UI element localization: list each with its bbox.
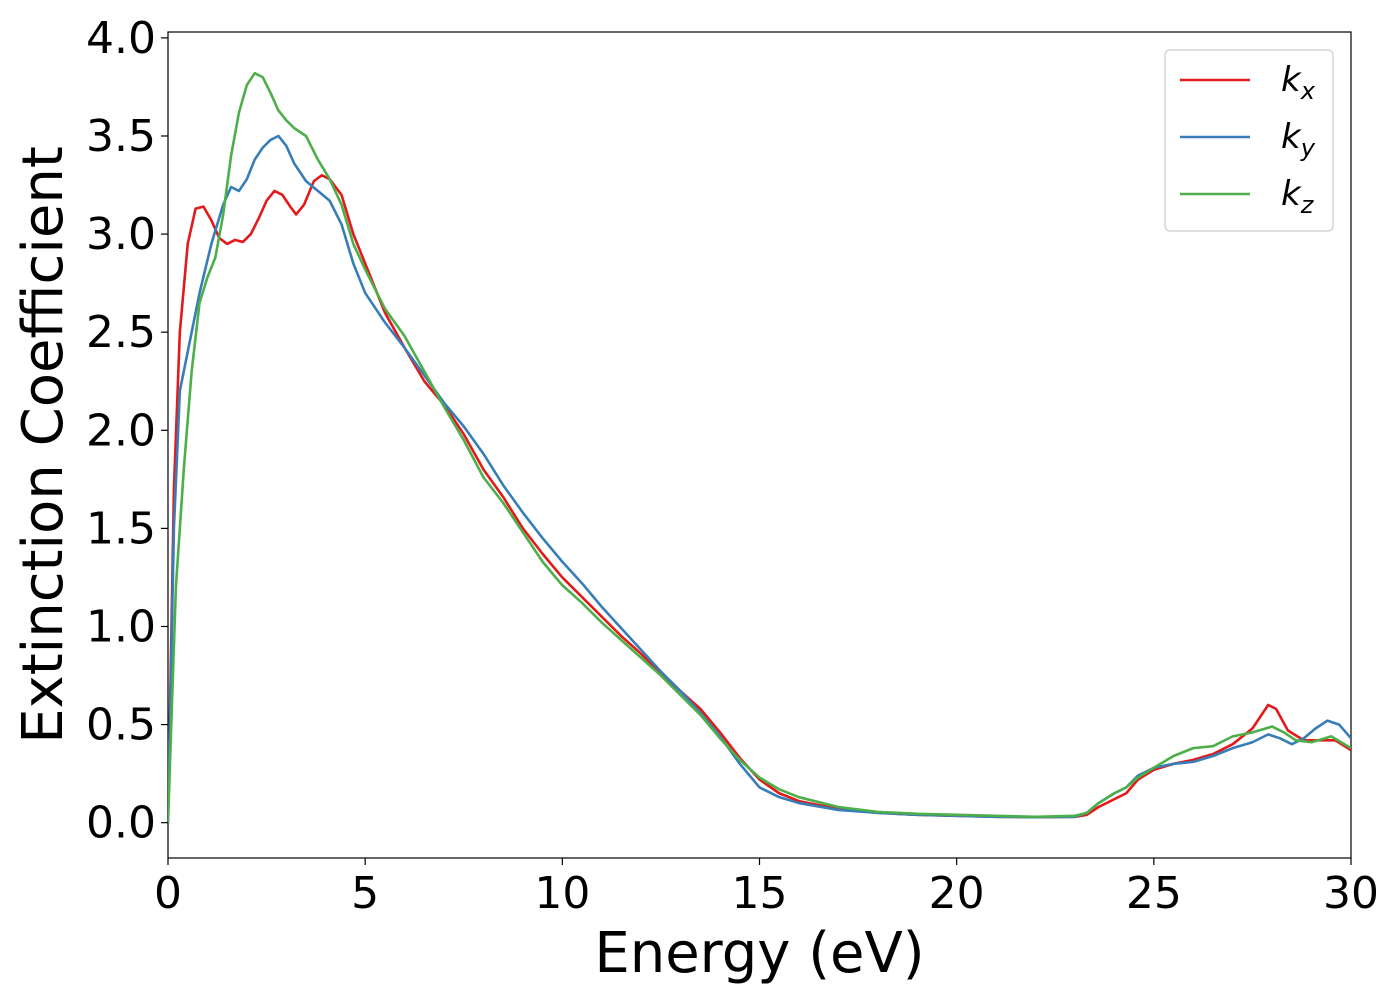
y-axis-label: Extinction Coefficient (11, 146, 76, 744)
x-tick-label: 30 (1323, 868, 1379, 919)
x-tick-label: 10 (534, 868, 590, 919)
y-tick-label: 1.0 (86, 601, 156, 652)
y-tick-label: 0.5 (86, 700, 156, 751)
series-line-kz (168, 71, 1351, 823)
y-tick-label: 1.5 (86, 503, 156, 554)
legend-label-kx: kx (1281, 60, 1316, 105)
series-group (168, 71, 1351, 823)
y-tick-label: 4.0 (86, 13, 156, 64)
x-tick-label: 0 (154, 868, 182, 919)
y-tick-label: 3.5 (86, 111, 156, 162)
legend-label-ky: ky (1281, 117, 1316, 162)
legend-label-kz: kz (1281, 174, 1315, 219)
y-tick-label: 3.0 (86, 209, 156, 260)
legend: kx ky kz (1164, 49, 1334, 232)
x-tick-label: 25 (1126, 868, 1182, 919)
y-tick-label: 0.0 (86, 798, 156, 849)
y-tick-label: 2.0 (86, 405, 156, 456)
y-axis-ticks: 0.0 0.5 1.0 1.5 2.0 2.5 3.0 3.5 4.0 (86, 13, 168, 849)
series-line-ky (168, 134, 1351, 823)
legend-box (1164, 49, 1334, 232)
x-axis-ticks: 0 5 10 15 20 25 30 (154, 858, 1379, 919)
x-tick-label: 5 (351, 868, 379, 919)
series-line-kx (168, 173, 1351, 823)
x-tick-label: 20 (929, 868, 985, 919)
x-tick-label: 15 (732, 868, 788, 919)
x-axis-label: Energy (eV) (594, 921, 924, 986)
y-tick-label: 2.5 (86, 307, 156, 358)
